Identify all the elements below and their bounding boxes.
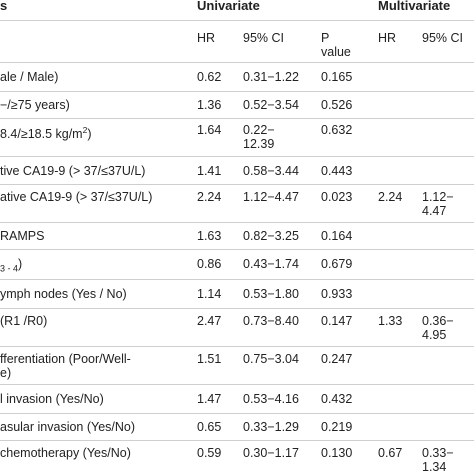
row-p: 0.443 [321,164,353,178]
row-hr: 1.47 [197,392,222,406]
row-p: 0.526 [321,98,353,112]
row-ci-line2: 12.39 [243,137,275,151]
row-p: 0.165 [321,70,353,84]
row-ci: 0.53−1.80 [243,287,299,301]
row-hr: 1.64 [197,123,222,137]
row-hr: 0.62 [197,70,222,84]
row-p: 0.679 [321,257,353,271]
row-label-line2: e) [0,366,12,380]
row-hr: 2.47 [197,314,222,328]
row-p: 0.023 [321,190,353,204]
row-multi-hr: 2.24 [378,190,403,204]
row-ci: 1.12−4.47 [243,190,299,204]
row-hr: 0.65 [197,420,222,434]
table-row: 8.4/≥18.5 kg/m2) 1.64 0.22− 12.39 0.632 [0,118,474,157]
table-row: (R1 /R0) 2.47 0.73−8.40 0.147 1.33 0.36−… [0,308,474,347]
header-ci: 95% CI [243,31,284,45]
table-row: l invasion (Yes/No) 1.47 0.53−4.16 0.432 [0,384,474,414]
row-hr: 0.86 [197,257,222,271]
row-ci: 0.31−1.22 [243,70,299,84]
row-p: 0.130 [321,446,353,460]
header-p-line2: value [321,45,351,59]
row-label: tive CA19-9 (> 37/≤37U/L) [0,164,146,178]
row-label-text: 8.4/≥18.5 kg/m [0,127,83,142]
row-p: 0.164 [321,229,353,243]
row-multi-hr: 1.33 [378,314,403,328]
row-multi-ci-line1: 0.33− [422,446,454,460]
row-label: (R1 /R0) [0,314,48,328]
row-label: 3 - 4) [0,256,22,277]
row-hr: 0.59 [197,446,222,460]
row-p: 0.933 [321,287,353,301]
row-multi-ci-line2: 4.47 [422,204,447,218]
table-row: 3 - 4) 0.86 0.43−1.74 0.679 [0,249,474,280]
header-multi-hr: HR [378,31,397,45]
row-hr: 1.41 [197,164,222,178]
row-label: asular invasion (Yes/No) [0,420,136,434]
table-row: ale / Male) 0.62 0.31−1.22 0.165 [0,62,474,92]
row-multi-hr: 0.67 [378,446,403,460]
row-label: 8.4/≥18.5 kg/m2) [0,122,92,142]
row-hr: 1.51 [197,352,222,366]
row-label: l invasion (Yes/No) [0,392,104,406]
row-p: 0.247 [321,352,353,366]
table-row: chemotherapy (Yes/No) 0.59 0.30−1.17 0.1… [0,440,474,474]
row-ci: 0.82−3.25 [243,229,299,243]
row-p: 0.147 [321,314,353,328]
row-p: 0.219 [321,420,353,434]
row-ci: 0.75−3.04 [243,352,299,366]
row-label-line1: fferentiation (Poor/Well- [0,352,131,366]
table-row: ative CA19-9 (> 37/≤37U/L) 2.24 1.12−4.4… [0,184,474,223]
row-label-subscript: 3 - 4 [0,263,19,274]
table-row: tive CA19-9 (> 37/≤37U/L) 1.41 0.58−3.44… [0,156,474,185]
row-hr: 1.36 [197,98,222,112]
row-multi-ci-line2: 4.95 [422,328,447,342]
header-multi-ci: 95% CI [422,31,463,45]
header-p-line1: P [321,31,330,45]
table-row: asular invasion (Yes/No) 0.65 0.33−1.29 … [0,413,474,441]
row-label: −/≥75 years) [0,98,70,112]
row-ci: 0.53−4.16 [243,392,299,406]
row-hr: 1.14 [197,287,222,301]
header-multivariate-label: Multivariate [378,0,451,13]
row-label-tail: ) [87,127,92,142]
row-label: chemotherapy (Yes/No) [0,446,131,460]
table-row: RAMPS 1.63 0.82−3.25 0.164 [0,222,474,250]
table-row: ymph nodes (Yes / No) 1.14 0.53−1.80 0.9… [0,279,474,309]
header-univariate-label: Univariate [197,0,260,13]
row-ci: 0.43−1.74 [243,257,299,271]
header-row-groups: s Univariate Multivariate [0,0,474,21]
row-ci: 0.73−8.40 [243,314,299,328]
header-row-columns: HR 95% CI P value HR 95% CI [0,20,474,63]
row-label: ymph nodes (Yes / No) [0,287,127,301]
row-label: ative CA19-9 (> 37/≤37U/L) [0,190,153,204]
row-multi-ci-line1: 0.36− [422,314,454,328]
row-multi-ci-line1: 1.12− [422,190,454,204]
row-label-tail: ) [18,257,23,271]
row-p: 0.632 [321,123,353,137]
row-ci: 0.33−1.29 [243,420,299,434]
table-row: −/≥75 years) 1.36 0.52−3.54 0.526 [0,91,474,119]
row-ci: 0.52−3.54 [243,98,299,112]
row-label-superscript: 2 [82,125,88,135]
row-ci: 0.58−3.44 [243,164,299,178]
header-hr: HR [197,31,216,45]
row-ci: 0.30−1.17 [243,446,299,460]
header-variables-label: s [0,0,8,13]
row-p: 0.432 [321,392,353,406]
row-label: RAMPS [0,229,45,243]
row-ci-line1: 0.22− [243,123,275,137]
row-multi-ci-line2: 1.34 [422,460,447,474]
row-hr: 2.24 [197,190,222,204]
row-hr: 1.63 [197,229,222,243]
row-label: ale / Male) [0,70,59,84]
table-row: fferentiation (Poor/Well- e) 1.51 0.75−3… [0,346,474,385]
